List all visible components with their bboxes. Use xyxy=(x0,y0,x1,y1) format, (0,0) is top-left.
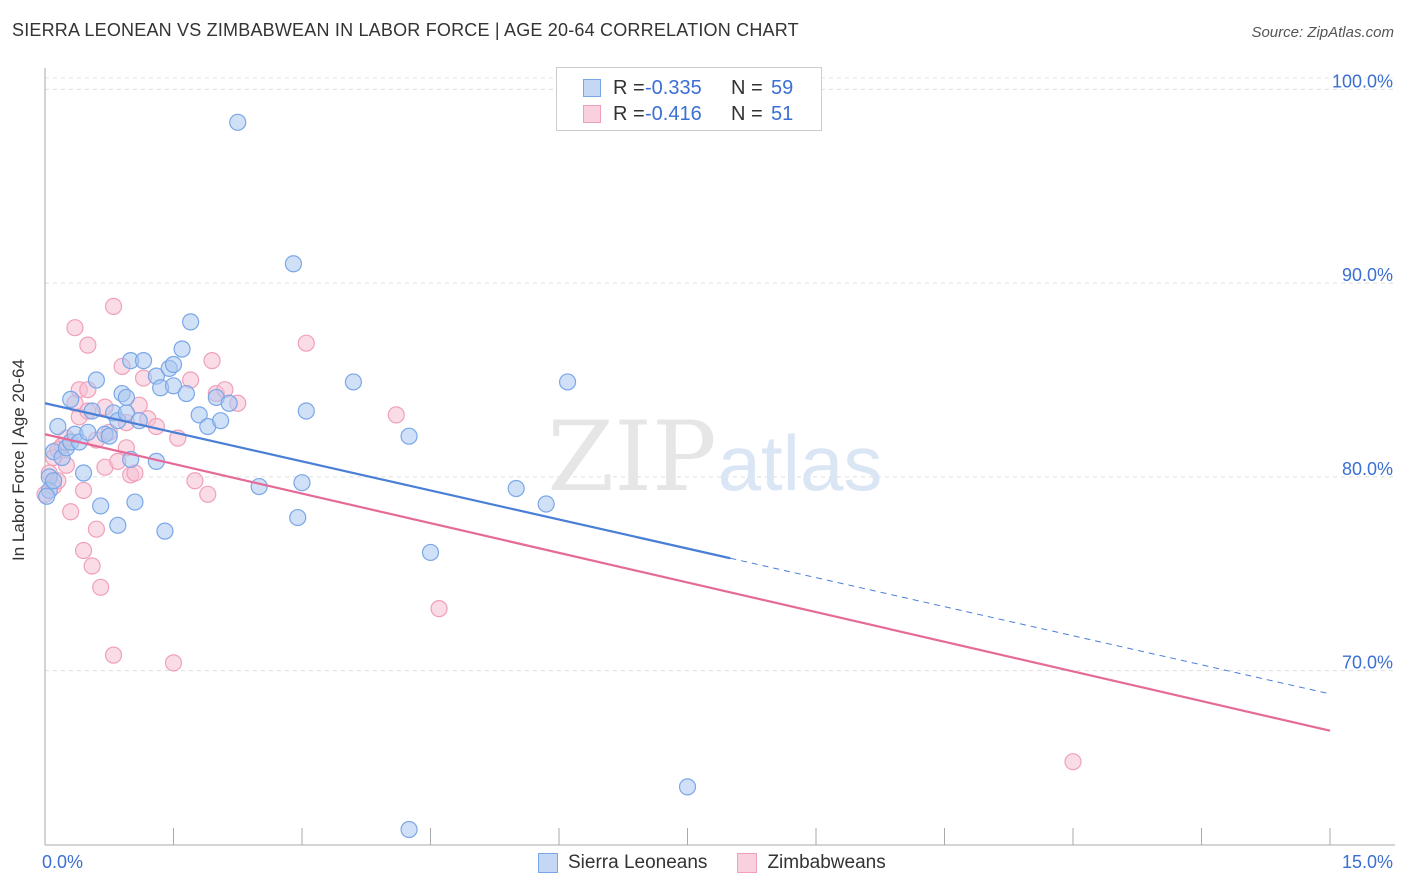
series-legend-label: Zimbabweans xyxy=(767,852,886,873)
legend-n-label: N = xyxy=(731,76,763,99)
sierra-leonean-point xyxy=(229,113,247,131)
zimbabwean-point xyxy=(203,352,221,370)
zimbabwean-point xyxy=(164,654,183,672)
sierra-leonean-point xyxy=(537,495,555,513)
sierra-leonean-point xyxy=(173,340,191,358)
zimbabwean-point xyxy=(79,336,97,354)
x-tick-min: 0.0% xyxy=(42,852,84,872)
x-tick-max: 15.0% xyxy=(1341,852,1393,872)
legend-swatch-blue xyxy=(583,79,601,97)
sierra-leonean-point xyxy=(62,390,80,408)
sierra-leonean-point xyxy=(212,412,230,430)
series-legend-label: Sierra Leoneans xyxy=(568,852,708,873)
sierra-leonean-point xyxy=(284,255,303,273)
source-credit: Source: ZipAtlas.com xyxy=(1251,24,1394,41)
zimbabwean-point xyxy=(186,472,204,490)
zimbabwean-point xyxy=(74,541,93,560)
y-tick-labels: 70.0% 80.0% 90.0% 100.0% xyxy=(1332,71,1393,672)
legend-n-label: N = xyxy=(731,102,763,125)
y-tick-label: 100.0% xyxy=(1332,71,1393,91)
y-tick-label: 90.0% xyxy=(1342,265,1393,285)
y-tick-label: 80.0% xyxy=(1342,459,1393,479)
legend-r-label: R = xyxy=(613,76,645,99)
zimbabwean-trend xyxy=(44,433,1331,732)
sierra-leonean-point xyxy=(421,543,440,562)
sierra-leonean-point xyxy=(250,477,268,496)
sierra-leonean-point xyxy=(117,388,135,407)
chart-title: SIERRA LEONEAN VS ZIMBABWEAN IN LABOR FO… xyxy=(12,20,799,40)
sierra-leonean-point xyxy=(100,427,118,445)
zimbabwean-point xyxy=(430,600,448,618)
sierra-leonean-point xyxy=(293,474,311,492)
sierra-leonean-point xyxy=(126,493,144,511)
sierra-leonean-point xyxy=(38,487,56,505)
legend-r-value: -0.335 xyxy=(645,76,702,99)
series-legend: Sierra Leoneans Zimbabweans xyxy=(538,852,916,874)
series-legend-item-sierra-leoneans: Sierra Leoneans xyxy=(538,852,707,874)
zimbabweans-points xyxy=(36,297,1082,771)
sierra-leonean-point xyxy=(190,406,208,424)
sierra-leonean-point xyxy=(79,423,97,441)
trend-lines xyxy=(44,402,1331,732)
zimbabwean-point xyxy=(66,319,84,337)
sierra-leonean-point xyxy=(289,508,307,527)
sierra-leonean-point xyxy=(182,313,200,331)
sierra-leonean-point xyxy=(177,384,195,403)
grid-lines xyxy=(45,77,1395,672)
sierra-leonean-point xyxy=(507,479,525,498)
sierra-leonean-point xyxy=(134,352,153,370)
watermark-atlas: atlas xyxy=(718,419,883,507)
zimbabwean-point xyxy=(104,297,123,315)
legend-row-sierra-leoneans: R = -0.335 N = 59 xyxy=(583,76,793,100)
sierra-leonean-point xyxy=(164,377,183,395)
zimbabwean-point xyxy=(387,406,405,424)
sierra-leonean-point xyxy=(400,427,418,445)
legend-n-value: 51 xyxy=(771,102,794,125)
sierra-leonean-point xyxy=(344,373,362,391)
sierra-leonean-point xyxy=(74,464,93,482)
legend-r-value: -0.416 xyxy=(645,102,702,125)
zimbabwean-point xyxy=(87,520,106,538)
sierra-leonean-point xyxy=(558,373,577,391)
legend-n-value: 59 xyxy=(771,76,794,99)
sierra-leonean-point xyxy=(83,402,101,420)
sierra-leonean-trend-extension xyxy=(730,557,1331,695)
sierra-leonean-trend xyxy=(44,402,731,560)
sierra-leonean-point xyxy=(156,522,174,540)
series-swatch-pink xyxy=(737,853,758,873)
legend-row-zimbabweans: R = -0.416 N = 51 xyxy=(583,102,793,126)
zimbabwean-point xyxy=(1064,753,1082,771)
zimbabwean-point xyxy=(62,503,80,521)
y-tick-label: 70.0% xyxy=(1342,653,1393,673)
sierra-leonean-point xyxy=(109,516,127,534)
zimbabwean-point xyxy=(83,557,101,575)
legend-swatch-pink xyxy=(583,105,601,123)
zimbabwean-point xyxy=(297,334,315,352)
zimbabwean-point xyxy=(92,578,110,596)
sierra-leonean-point xyxy=(87,371,106,389)
legend-r-label: R = xyxy=(613,102,645,125)
sierra-leonean-point xyxy=(164,355,183,374)
watermark: ZIP atlas xyxy=(547,401,882,513)
zimbabwean-point xyxy=(104,646,123,664)
zimbabwean-point xyxy=(199,485,217,503)
sierra-leonean-point xyxy=(92,497,110,515)
series-legend-item-zimbabweans: Zimbabweans xyxy=(737,852,886,874)
sierra-leonean-point xyxy=(220,394,238,412)
sierra-leonean-point xyxy=(678,778,697,796)
series-swatch-blue xyxy=(538,853,558,873)
axes xyxy=(44,68,1395,846)
sierra-leonean-point xyxy=(297,402,315,420)
watermark-zip: ZIP xyxy=(547,401,716,513)
zimbabwean-point xyxy=(74,481,93,500)
sierra-leonean-point xyxy=(49,417,67,436)
sierra-leonean-point xyxy=(400,820,418,839)
correlation-legend: R = -0.335 N = 59 R = -0.416 N = 51 xyxy=(556,67,822,131)
y-axis-label: In Labor Force | Age 20-64 xyxy=(9,359,28,561)
sierra-leonean-point xyxy=(44,472,63,490)
